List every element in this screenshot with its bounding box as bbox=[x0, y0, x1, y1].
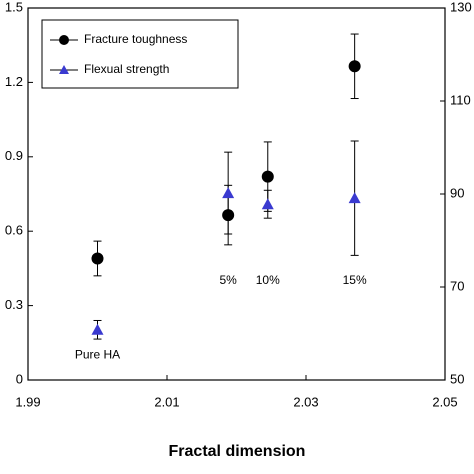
point bbox=[261, 170, 274, 183]
point bbox=[222, 187, 235, 199]
annotation: 15% bbox=[343, 273, 367, 287]
legend-label: Flexual strength bbox=[84, 62, 169, 76]
y-tick-label: 0.3 bbox=[5, 297, 23, 312]
point bbox=[348, 192, 361, 204]
x-tick-label: 1.99 bbox=[15, 394, 40, 409]
annotation: Pure HA bbox=[75, 347, 120, 361]
y-tick-label: 1.2 bbox=[5, 74, 23, 89]
y2-tick-label: 90 bbox=[450, 185, 464, 200]
legend-marker bbox=[59, 35, 69, 45]
point bbox=[91, 252, 104, 265]
x-tick-label: 2.03 bbox=[293, 394, 318, 409]
y-tick-label: 0 bbox=[16, 371, 23, 386]
annotation: 10% bbox=[256, 273, 280, 287]
legend-box bbox=[41, 19, 239, 89]
x-tick-label: 2.05 bbox=[432, 394, 457, 409]
y-tick-label: 1.5 bbox=[5, 0, 23, 14]
y-tick-label: 0.6 bbox=[5, 223, 23, 238]
x-axis-label: Fractal dimension bbox=[169, 443, 306, 460]
y2-tick-label: 110 bbox=[450, 92, 471, 107]
point bbox=[348, 60, 361, 73]
point bbox=[261, 198, 274, 210]
x-tick-label: 2.01 bbox=[154, 394, 179, 409]
y2-tick-label: 70 bbox=[450, 278, 464, 293]
point bbox=[91, 323, 104, 335]
y2-tick-label: 130 bbox=[450, 0, 472, 14]
legend-marker bbox=[59, 65, 69, 74]
y2-tick-label: 50 bbox=[450, 371, 464, 386]
y-tick-label: 0.9 bbox=[5, 148, 23, 163]
legend-label: Fracture toughness bbox=[84, 32, 187, 46]
annotation: 5% bbox=[219, 273, 237, 287]
